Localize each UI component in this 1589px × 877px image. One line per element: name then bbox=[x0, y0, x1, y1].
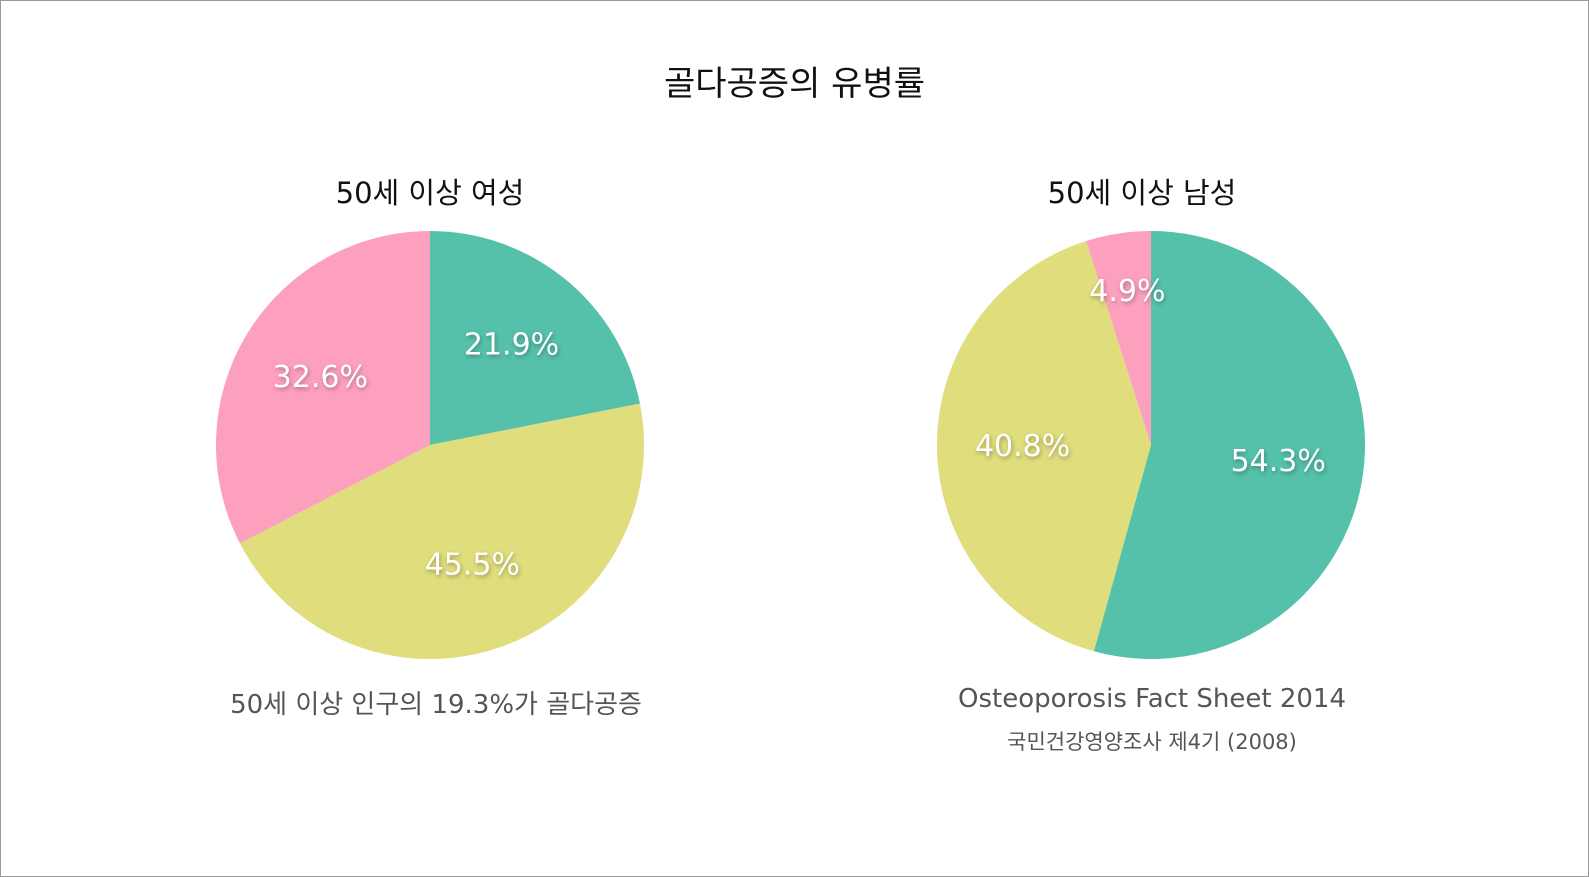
men-caption: Osteoporosis Fact Sheet 2014 bbox=[958, 684, 1346, 714]
pie-1-label-0: 54.3% bbox=[1231, 444, 1326, 479]
men-pie-title: 50세 이상 남성 bbox=[1047, 176, 1237, 210]
pie-1-slice-1 bbox=[937, 241, 1151, 652]
pie-0-label-2: 32.6% bbox=[273, 360, 368, 395]
men-source: 국민건강영양조사 제4기 (2008) bbox=[1007, 730, 1297, 754]
pie-0-slice-2 bbox=[216, 231, 430, 544]
pie-1-label-1: 40.8% bbox=[975, 429, 1070, 464]
pie-1-slice-0 bbox=[1093, 231, 1365, 659]
pie-0-label-1: 45.5% bbox=[425, 548, 520, 583]
main-title: 골다공증의 유병률 bbox=[663, 64, 926, 104]
women-caption: 50세 이상 인구의 19.3%가 골다공증 bbox=[230, 690, 642, 720]
pie-0-slice-0 bbox=[430, 231, 640, 445]
pie-1-slice-2 bbox=[1086, 231, 1151, 445]
pie-1-label-2: 4.9% bbox=[1089, 274, 1165, 309]
women-pie-title: 50세 이상 여성 bbox=[335, 176, 525, 210]
pie-0-slice-1 bbox=[239, 403, 645, 659]
pie-0-label-0: 21.9% bbox=[464, 327, 559, 362]
